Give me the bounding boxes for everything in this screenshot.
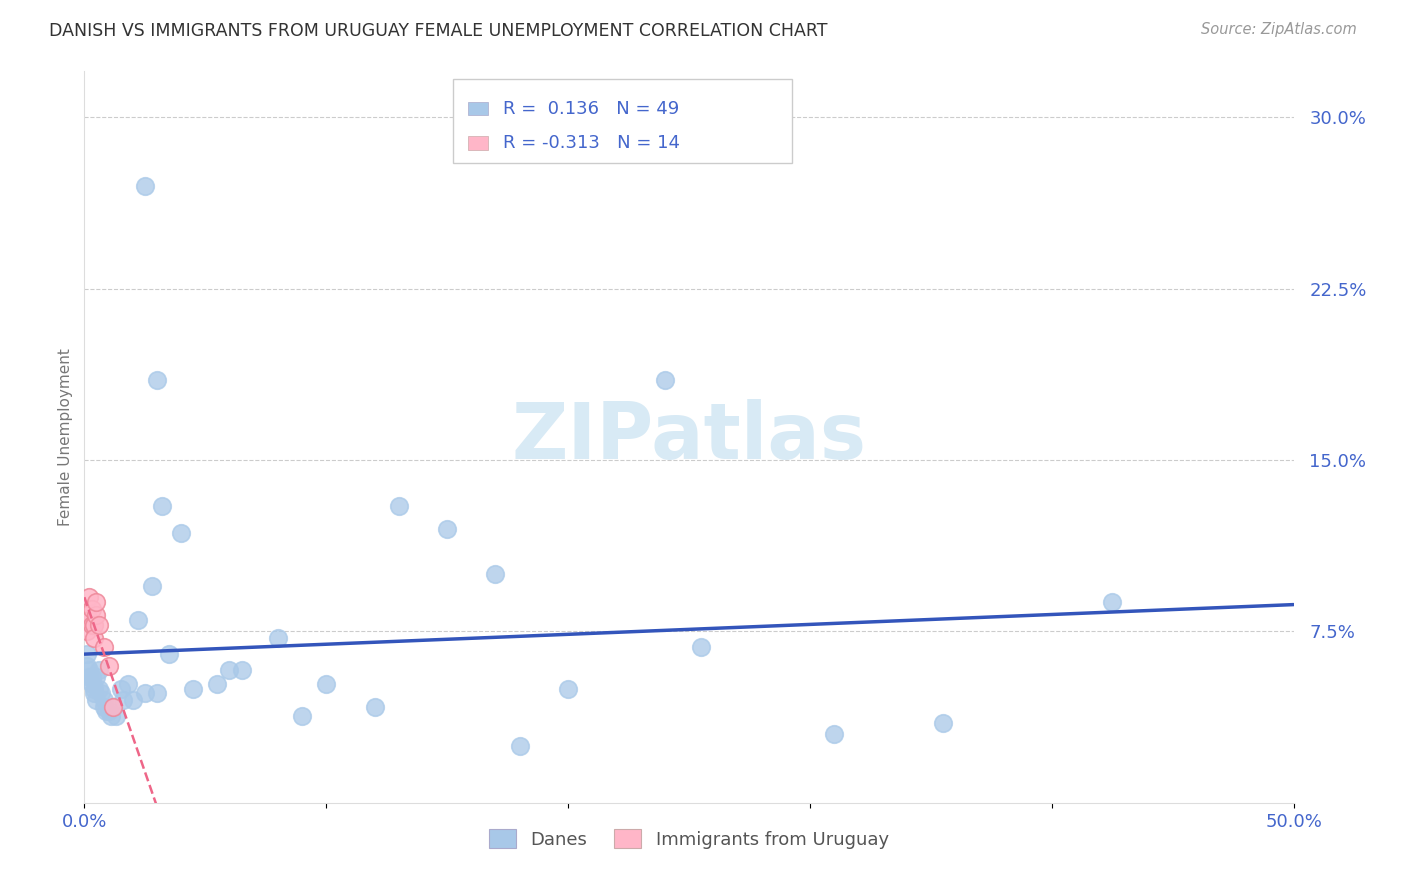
- Point: [509, 739, 531, 753]
- Point: [76, 624, 98, 639]
- Point: [291, 709, 314, 723]
- Point: [267, 632, 290, 646]
- Y-axis label: Female Unemployment: Female Unemployment: [58, 348, 73, 526]
- Point: [134, 686, 156, 700]
- Point: [654, 373, 676, 387]
- Point: [484, 567, 506, 582]
- Point: [76, 647, 98, 661]
- Point: [86, 670, 108, 684]
- Point: [231, 663, 253, 677]
- Point: [77, 670, 100, 684]
- Point: [80, 670, 103, 684]
- Point: [80, 617, 103, 632]
- Legend: Danes, Immigrants from Uruguay: Danes, Immigrants from Uruguay: [482, 822, 896, 856]
- Point: [146, 686, 169, 700]
- Point: [87, 617, 110, 632]
- Point: [1101, 595, 1123, 609]
- Point: [83, 681, 105, 696]
- Point: [218, 663, 240, 677]
- Point: [80, 601, 103, 615]
- Point: [436, 521, 458, 535]
- Point: [93, 640, 115, 655]
- Text: Source: ZipAtlas.com: Source: ZipAtlas.com: [1201, 22, 1357, 37]
- Point: [93, 699, 115, 714]
- Point: [932, 715, 955, 730]
- Point: [141, 579, 163, 593]
- Point: [77, 663, 100, 677]
- Point: [83, 686, 105, 700]
- Point: [77, 613, 100, 627]
- Point: [117, 677, 139, 691]
- Point: [121, 693, 143, 707]
- Point: [93, 693, 115, 707]
- Point: [86, 693, 108, 707]
- Point: [110, 681, 132, 696]
- Point: [823, 727, 845, 741]
- Point: [76, 608, 98, 623]
- Point: [112, 693, 135, 707]
- Point: [97, 705, 120, 719]
- Point: [134, 178, 156, 193]
- Point: [100, 709, 122, 723]
- Point: [150, 499, 173, 513]
- FancyBboxPatch shape: [468, 136, 488, 150]
- Point: [388, 499, 411, 513]
- Point: [77, 590, 100, 604]
- Text: DANISH VS IMMIGRANTS FROM URUGUAY FEMALE UNEMPLOYMENT CORRELATION CHART: DANISH VS IMMIGRANTS FROM URUGUAY FEMALE…: [49, 22, 828, 40]
- Point: [86, 608, 108, 623]
- Point: [83, 632, 105, 646]
- Point: [127, 613, 149, 627]
- Point: [157, 647, 180, 661]
- Point: [207, 677, 229, 691]
- Point: [87, 681, 110, 696]
- Point: [80, 677, 103, 691]
- Point: [83, 617, 105, 632]
- Point: [363, 699, 385, 714]
- Point: [690, 640, 713, 655]
- Point: [315, 677, 337, 691]
- Point: [103, 699, 125, 714]
- Point: [86, 595, 108, 609]
- Text: R =  0.136   N = 49: R = 0.136 N = 49: [503, 100, 679, 118]
- Point: [557, 681, 579, 696]
- FancyBboxPatch shape: [468, 102, 488, 115]
- Point: [97, 658, 120, 673]
- Point: [104, 709, 127, 723]
- Point: [87, 663, 110, 677]
- Point: [94, 705, 117, 719]
- Point: [146, 373, 169, 387]
- Text: R = -0.313   N = 14: R = -0.313 N = 14: [503, 134, 681, 152]
- Text: ZIPatlas: ZIPatlas: [512, 399, 866, 475]
- Point: [103, 699, 125, 714]
- Point: [170, 526, 193, 541]
- FancyBboxPatch shape: [453, 78, 792, 163]
- Point: [76, 658, 98, 673]
- Point: [90, 686, 112, 700]
- Point: [181, 681, 204, 696]
